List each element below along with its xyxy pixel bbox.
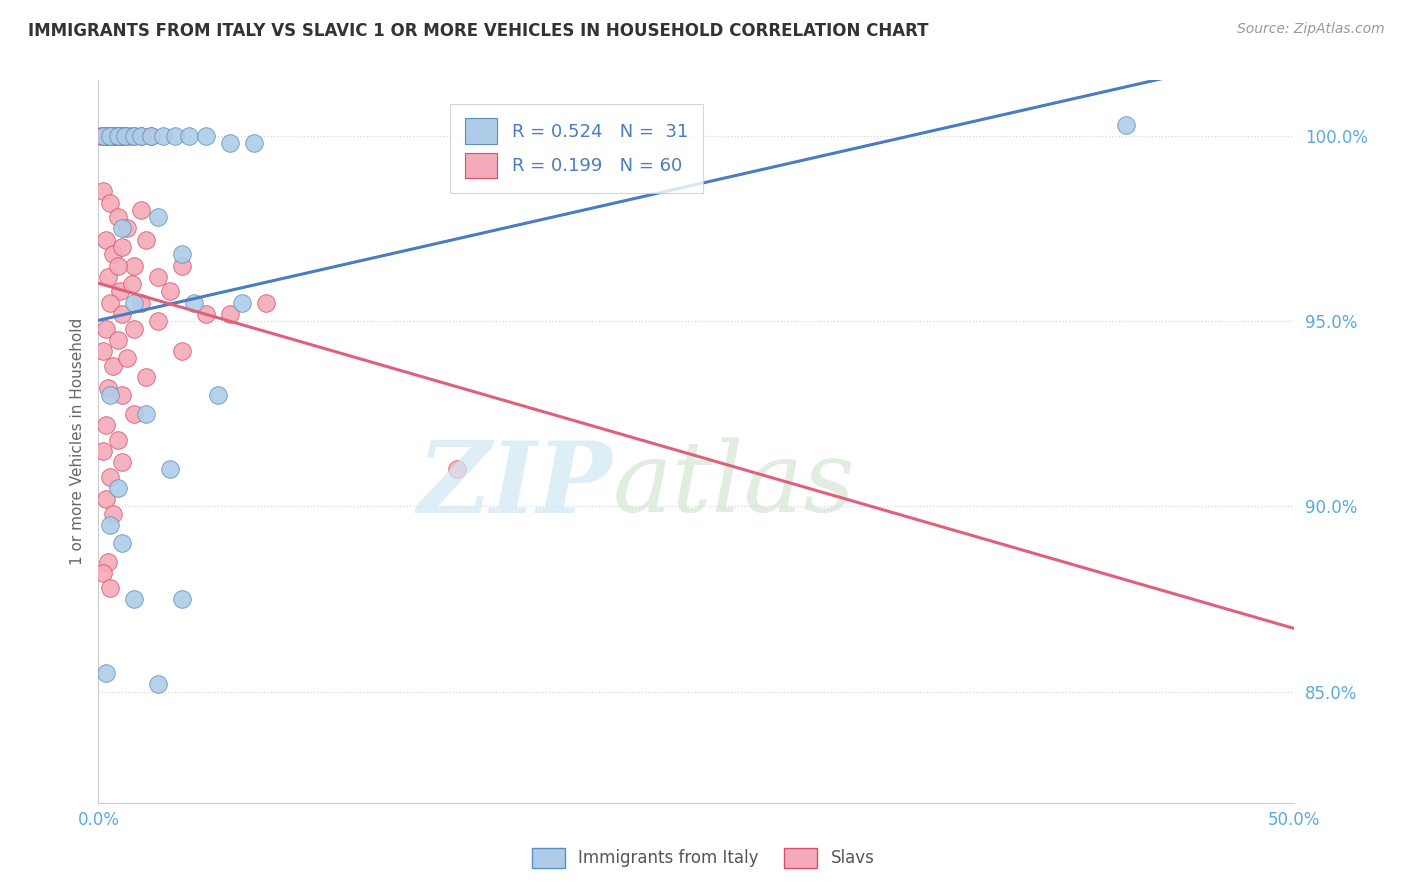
Point [98, 469, 122, 483]
Point [131, 128, 153, 143]
Point [124, 128, 146, 143]
Point [159, 285, 181, 299]
Point [118, 128, 141, 143]
Point [219, 307, 242, 321]
Point [1115, 118, 1137, 132]
Point [195, 307, 218, 321]
Point [91, 128, 114, 143]
Point [91, 443, 114, 458]
Point [97, 555, 120, 569]
Point [111, 307, 134, 321]
Point [152, 128, 174, 143]
Legend: R = 0.524   N =  31, R = 0.199   N = 60: R = 0.524 N = 31, R = 0.199 N = 60 [450, 103, 703, 193]
Point [98, 295, 122, 310]
Point [148, 314, 170, 328]
Point [111, 128, 134, 143]
Text: IMMIGRANTS FROM ITALY VS SLAVIC 1 OR MORE VEHICLES IN HOUSEHOLD CORRELATION CHAR: IMMIGRANTS FROM ITALY VS SLAVIC 1 OR MOR… [28, 22, 928, 40]
Point [107, 433, 129, 447]
Point [94, 417, 117, 432]
Y-axis label: 1 or more Vehicles in Household: 1 or more Vehicles in Household [69, 318, 84, 566]
Text: Source: ZipAtlas.com: Source: ZipAtlas.com [1237, 22, 1385, 37]
Point [108, 285, 131, 299]
Point [135, 369, 157, 384]
Point [207, 388, 229, 402]
Point [111, 536, 134, 550]
Point [97, 269, 120, 284]
Point [104, 128, 127, 143]
Point [94, 321, 117, 335]
Point [139, 128, 162, 143]
Point [101, 507, 124, 521]
Point [159, 462, 181, 476]
Point [254, 295, 277, 310]
Point [107, 259, 129, 273]
Point [172, 247, 194, 261]
Point [131, 128, 153, 143]
Point [98, 581, 122, 595]
Point [111, 388, 134, 402]
Text: ZIP: ZIP [418, 437, 613, 533]
Point [91, 185, 114, 199]
Point [94, 666, 117, 681]
Point [91, 566, 114, 580]
Point [131, 202, 153, 217]
Point [91, 343, 114, 358]
Point [94, 233, 117, 247]
Point [163, 128, 186, 143]
Point [97, 128, 120, 143]
Point [111, 240, 134, 254]
Point [98, 128, 122, 143]
Point [179, 128, 201, 143]
Point [98, 195, 122, 210]
Point [101, 359, 124, 373]
Point [115, 221, 138, 235]
Point [98, 128, 122, 143]
Point [107, 211, 129, 225]
Point [131, 295, 153, 310]
Point [90, 128, 112, 143]
Point [107, 481, 129, 495]
Point [124, 592, 146, 607]
Point [114, 128, 136, 143]
Point [139, 128, 162, 143]
Point [148, 211, 170, 225]
Point [121, 277, 143, 291]
Point [114, 128, 136, 143]
Point [243, 136, 266, 151]
Point [107, 128, 129, 143]
Point [124, 295, 146, 310]
Point [124, 321, 146, 335]
Point [231, 295, 253, 310]
Point [108, 128, 131, 143]
Point [195, 128, 218, 143]
Point [115, 351, 138, 366]
Point [135, 407, 157, 421]
Point [446, 462, 468, 476]
Point [111, 221, 134, 235]
Point [91, 128, 114, 143]
Legend: Immigrants from Italy, Slavs: Immigrants from Italy, Slavs [524, 841, 882, 875]
Text: atlas: atlas [613, 437, 855, 533]
Point [219, 136, 242, 151]
Point [135, 233, 157, 247]
Point [98, 517, 122, 532]
Point [107, 128, 129, 143]
Point [172, 259, 194, 273]
Point [172, 592, 194, 607]
Point [172, 343, 194, 358]
Point [97, 381, 120, 395]
Point [101, 128, 124, 143]
Point [183, 295, 205, 310]
Point [148, 269, 170, 284]
Point [107, 333, 129, 347]
Point [124, 259, 146, 273]
Point [111, 455, 134, 469]
Point [98, 388, 122, 402]
Point [124, 128, 146, 143]
Point [94, 128, 117, 143]
Point [124, 407, 146, 421]
Point [94, 491, 117, 506]
Point [148, 677, 170, 691]
Point [101, 247, 124, 261]
